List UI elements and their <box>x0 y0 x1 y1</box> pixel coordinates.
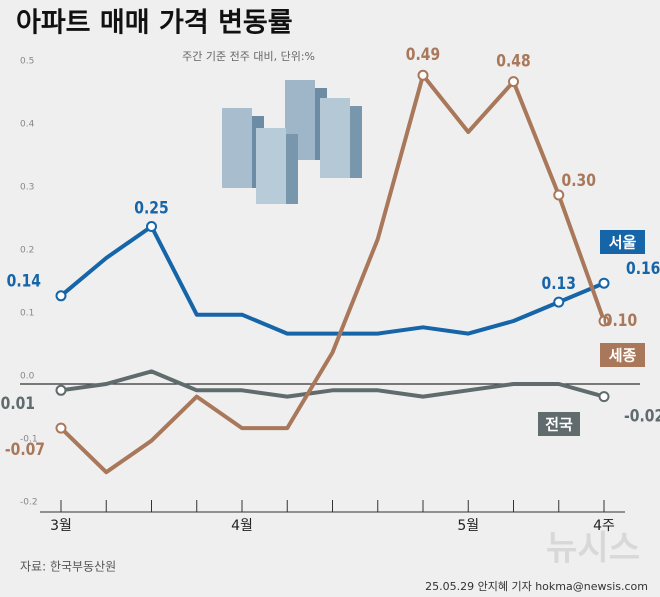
y-tick-label: 0.1 <box>20 309 34 319</box>
point <box>508 76 519 88</box>
point <box>55 422 67 434</box>
value-label: 0.49 <box>406 45 440 65</box>
x-tick-label: 4월 <box>231 518 253 534</box>
value-label: 0.48 <box>496 51 530 71</box>
chart-subtitle: 주간 기준 전주 대비, 단위:% <box>182 50 315 63</box>
point <box>417 69 429 81</box>
value-label: -0.07 <box>5 440 45 460</box>
y-tick-label: 0.4 <box>20 120 35 130</box>
buildings <box>222 80 362 204</box>
credit: 25.05.29 안지혜 기자 hokma@newsis.com <box>425 580 648 593</box>
x-tick-label: 4주 <box>593 518 615 534</box>
x-tick-label: 5월 <box>457 518 479 534</box>
chart-title: 아파트 매매 가격 변동률 <box>16 8 293 39</box>
y-tick-label: 0.5 <box>20 57 34 67</box>
y-tick-label: -0.1 <box>20 435 38 445</box>
value-label: -0.02 <box>624 406 660 426</box>
series-line <box>60 369 605 399</box>
source: 자료: 한국부동산원 <box>20 560 116 574</box>
legend-label: 서울 <box>609 234 637 252</box>
point <box>55 290 67 302</box>
value-label: 0.16 <box>626 259 660 279</box>
value-label: 0.13 <box>542 274 576 294</box>
point <box>146 221 157 232</box>
point <box>598 315 610 327</box>
y-tick-label: 0.3 <box>20 183 34 193</box>
legend-box <box>600 343 645 367</box>
point <box>598 277 610 289</box>
value-label: 0.10 <box>603 311 638 331</box>
value-label: 0.25 <box>134 198 168 218</box>
value-label: 0.30 <box>562 171 597 191</box>
legend-box <box>538 412 580 436</box>
point <box>598 391 610 403</box>
point <box>55 384 67 396</box>
value-label: -0.01 <box>0 394 35 414</box>
y-tick-label: 0.0 <box>20 372 35 382</box>
y-tick-label: 0.2 <box>20 246 34 256</box>
legend-box <box>600 230 645 254</box>
value-label: 0.14 <box>7 271 42 291</box>
legend-label: 세종 <box>609 347 637 365</box>
legend-label: 전국 <box>545 416 573 434</box>
point <box>553 296 565 308</box>
x-tick-label: 3월 <box>50 518 72 534</box>
y-tick-label: -0.2 <box>20 498 38 508</box>
watermark: 뉴시스 <box>546 529 640 569</box>
point <box>553 189 565 201</box>
